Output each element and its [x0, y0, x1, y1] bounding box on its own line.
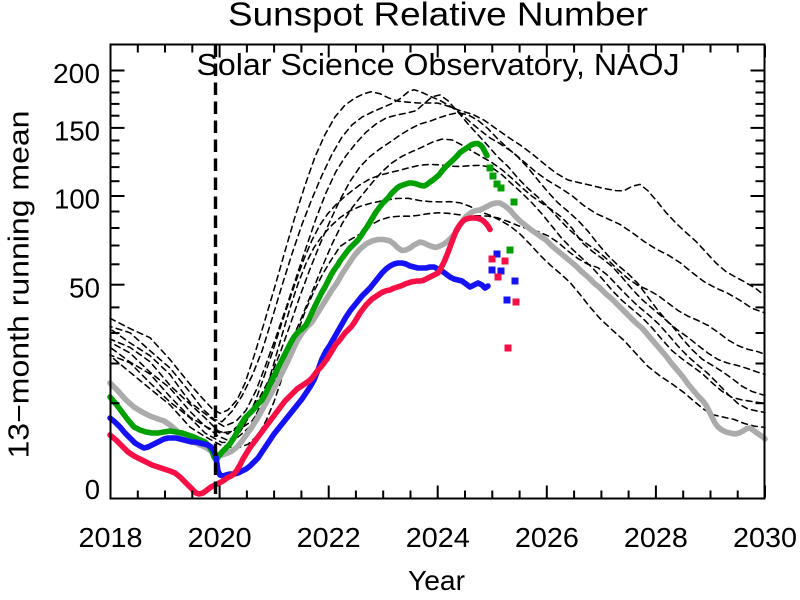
svg-text:2022: 2022: [297, 522, 361, 553]
svg-text:100: 100: [54, 183, 100, 214]
svg-text:50: 50: [69, 272, 100, 303]
svg-text:0: 0: [85, 474, 100, 505]
svg-text:2018: 2018: [79, 522, 143, 553]
svg-text:Solar Science Observatory,: Solar Science Observatory, NAOJ: [197, 48, 680, 82]
svg-text:Sunspot Relative Number: Sunspot Relative Number: [228, 0, 648, 34]
svg-text:Year: Year: [408, 565, 465, 596]
svg-text:13−month running mean: 13−month running mean: [4, 111, 36, 459]
svg-text:200: 200: [53, 58, 100, 89]
svg-text:2020: 2020: [188, 522, 252, 553]
svg-text:2028: 2028: [624, 522, 688, 553]
svg-text:2030: 2030: [733, 522, 797, 553]
svg-text:2024: 2024: [406, 522, 470, 553]
svg-text:150: 150: [54, 115, 100, 146]
svg-text:2026: 2026: [515, 522, 579, 553]
